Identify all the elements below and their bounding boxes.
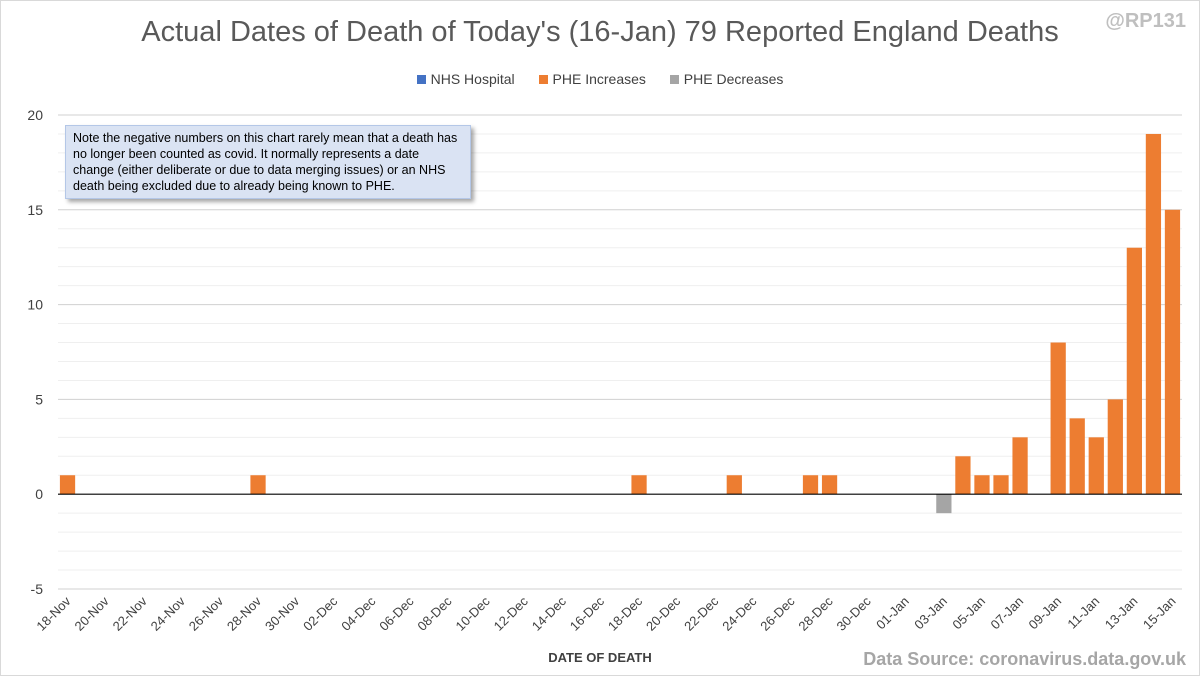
bar-phe-increases-11-Jan xyxy=(1088,437,1104,495)
x-tick-label: 14-Dec xyxy=(529,593,570,634)
x-tick-label: 05-Jan xyxy=(949,594,988,633)
x-tick-label: 03-Jan xyxy=(911,594,950,633)
legend-item-phe-decreases: PHE Decreases xyxy=(669,71,784,87)
y-tick-label: 15 xyxy=(27,202,43,218)
bar-phe-increases-09-Jan xyxy=(1050,342,1066,495)
y-tick-label: -5 xyxy=(31,581,44,597)
data-source-label: Data Source: coronavirus.data.gov.uk xyxy=(863,649,1186,669)
x-axis-title: DATE OF DEATH xyxy=(548,650,652,665)
legend-item-nhs-hospital: NHS Hospital xyxy=(416,71,515,87)
y-tick-label: 5 xyxy=(35,391,43,407)
legend-swatch-phe-increases xyxy=(538,75,548,84)
x-tick-label: 02-Dec xyxy=(300,593,341,634)
x-tick-label: 22-Dec xyxy=(681,593,722,634)
x-tick-label: 08-Dec xyxy=(414,593,455,634)
x-tick-label: 16-Dec xyxy=(567,593,608,634)
bar-phe-increases-07-Jan xyxy=(1012,437,1028,495)
chart-legend: NHS Hospital PHE Increases PHE Decreases xyxy=(0,71,1200,87)
bar-phe-increases-18-Nov xyxy=(59,475,76,495)
legend-label-phe-increases: PHE Increases xyxy=(552,71,646,87)
x-tick-label: 04-Dec xyxy=(338,593,379,634)
x-tick-label: 24-Nov xyxy=(148,593,189,634)
x-tick-label: 11-Jan xyxy=(1064,594,1102,632)
x-tick-label: 28-Dec xyxy=(795,593,836,634)
bar-phe-decreases-03-Jan xyxy=(936,494,952,514)
x-tick-label: 18-Dec xyxy=(605,593,646,634)
y-tick-label: 20 xyxy=(27,107,43,123)
bar-phe-increases-12-Jan xyxy=(1107,399,1123,495)
x-tick-label: 24-Dec xyxy=(719,593,760,634)
legend-label-phe-decreases: PHE Decreases xyxy=(683,71,784,87)
x-tick-label: 10-Dec xyxy=(453,593,494,634)
bar-phe-increases-18-Dec xyxy=(631,475,647,495)
x-tick-label: 09-Jan xyxy=(1026,594,1065,633)
bar-phe-increases-23-Dec xyxy=(726,475,742,495)
bar-phe-increases-10-Jan xyxy=(1069,418,1085,495)
legend-item-phe-increases: PHE Increases xyxy=(538,71,646,87)
bar-phe-increases-04-Jan xyxy=(955,456,971,495)
x-tick-label: 15-Jan xyxy=(1140,594,1179,633)
legend-label-nhs-hospital: NHS Hospital xyxy=(430,71,515,87)
x-tick-label: 01-Jan xyxy=(873,594,912,633)
x-tick-label: 07-Jan xyxy=(987,594,1026,633)
x-tick-label: 28-Nov xyxy=(224,593,265,634)
x-tick-label: 20-Dec xyxy=(643,593,684,634)
chart-title: Actual Dates of Death of Today's (16-Jan… xyxy=(141,16,1059,48)
bar-phe-increases-15-Jan xyxy=(1164,209,1181,495)
bar-phe-increases-05-Jan xyxy=(974,475,990,495)
x-tick-label: 30-Dec xyxy=(834,593,875,634)
bar-phe-increases-28-Nov xyxy=(250,475,266,495)
x-tick-label: 12-Dec xyxy=(491,593,532,634)
chart-annotation-note: Note the negative numbers on this chart … xyxy=(65,125,471,199)
bar-phe-increases-06-Jan xyxy=(993,475,1009,495)
bar-phe-increases-28-Dec xyxy=(821,475,838,495)
x-tick-label: 13-Jan xyxy=(1102,594,1141,633)
bar-phe-increases-13-Jan xyxy=(1126,247,1142,495)
x-tick-label: 26-Dec xyxy=(757,593,798,634)
x-tick-label: 30-Nov xyxy=(262,593,303,634)
x-tick-label: 06-Dec xyxy=(376,593,417,634)
author-handle: @RP131 xyxy=(1105,10,1186,32)
x-tick-label: 22-Nov xyxy=(110,593,151,634)
x-tick-label: 20-Nov xyxy=(71,593,112,634)
bar-phe-increases-27-Dec xyxy=(802,475,819,495)
legend-swatch-nhs-hospital xyxy=(416,75,426,84)
bar-phe-increases-14-Jan xyxy=(1145,133,1162,495)
x-tick-label: 26-Nov xyxy=(186,593,227,634)
legend-swatch-phe-decreases xyxy=(669,75,679,84)
x-tick-label: 18-Nov xyxy=(33,593,74,634)
y-tick-label: 10 xyxy=(27,297,43,313)
y-tick-label: 0 xyxy=(35,486,43,502)
